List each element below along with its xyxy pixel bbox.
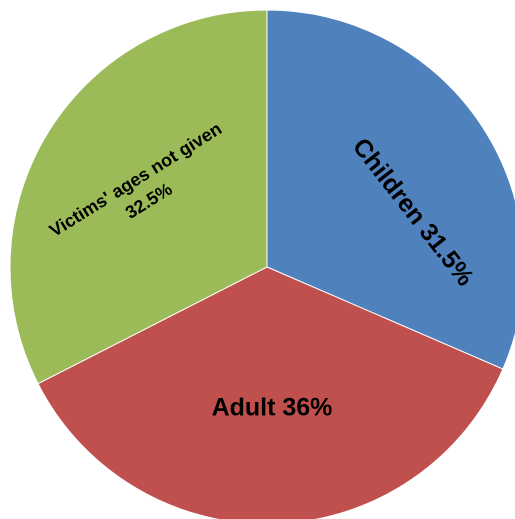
pie-slice-adult [37,266,504,519]
pie-slice-ages-not-given [9,9,268,385]
pie-slice-children [266,9,515,370]
slice-label-adult: Adult 36% [212,394,333,422]
